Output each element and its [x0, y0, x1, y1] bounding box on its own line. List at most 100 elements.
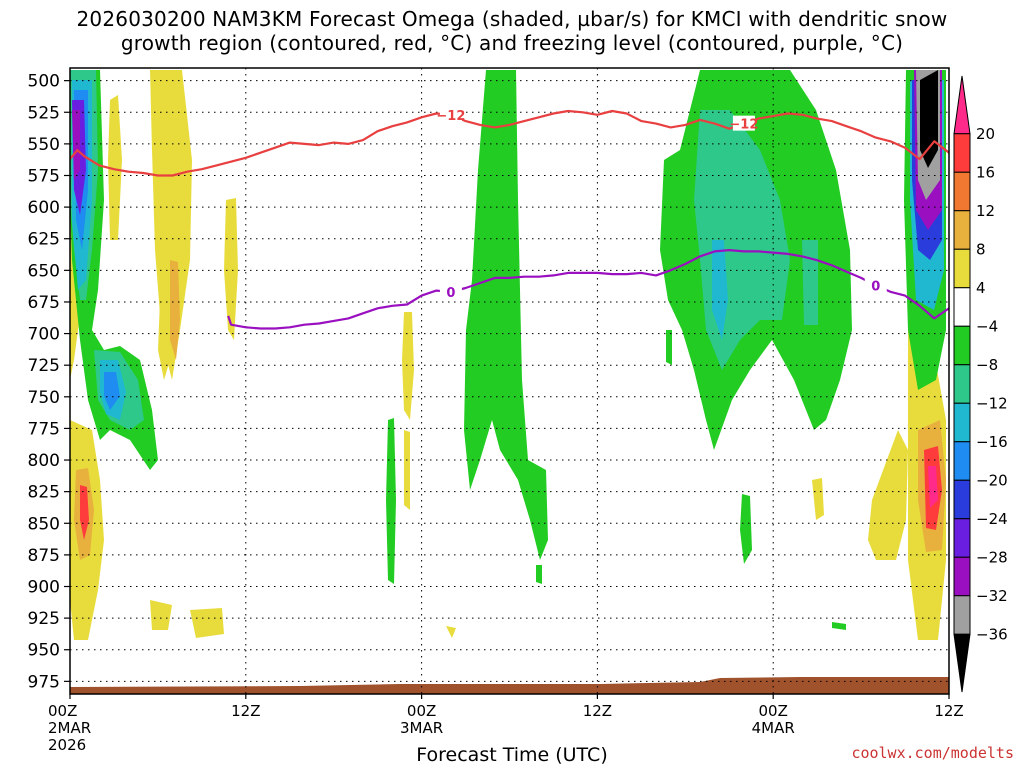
contour-label-bg — [864, 277, 887, 293]
colorbar-swatch — [953, 364, 971, 404]
colorbar-label: 12 — [976, 202, 995, 220]
colorbar-swatch — [953, 441, 971, 481]
y-tick-label: 750 — [28, 388, 60, 408]
colorbar-swatch — [953, 633, 971, 693]
omega-region — [446, 626, 456, 638]
colorbar-swatch — [953, 171, 971, 212]
omega-region — [712, 240, 728, 340]
contour-label-bg — [732, 115, 755, 131]
contour-label: −12 — [436, 109, 465, 124]
chart-title-line-1: 2026030200 NAM3KM Forecast Omega (shaded… — [76, 7, 948, 31]
colorbar-swatch — [953, 75, 971, 135]
contour-label: −12 — [729, 118, 758, 133]
colorbar-label: −8 — [976, 356, 998, 374]
omega-region — [190, 608, 224, 638]
colorbar-label: 8 — [976, 240, 986, 258]
omega-region — [158, 300, 170, 380]
omega-region — [402, 312, 414, 420]
omega-region — [224, 198, 238, 340]
y-tick-label: 850 — [28, 514, 60, 534]
colorbar: 20 16 12 8 4 −4 −8 −12 −16 −20 −24 −28 −32 −36 — [953, 75, 1008, 693]
colorbar-swatch — [953, 595, 971, 635]
omega-region — [72, 110, 80, 180]
colorbar-label: −12 — [976, 394, 1008, 412]
y-tick-label: 650 — [28, 261, 60, 281]
colorbar-label: −24 — [976, 510, 1008, 528]
y-tick-label: 575 — [28, 166, 60, 186]
y-tick-label: 950 — [28, 641, 60, 661]
colorbar-swatch — [953, 556, 971, 597]
colorbar-swatch — [953, 518, 971, 558]
y-tick-label: 625 — [28, 230, 60, 250]
contour-label: 0 — [446, 286, 455, 301]
y-tick-label: 825 — [28, 483, 60, 503]
x-tick-label: 2MAR — [48, 719, 91, 737]
colorbar-label: −28 — [976, 548, 1008, 566]
y-tick-label: 500 — [28, 72, 60, 92]
colorbar-swatch — [953, 287, 971, 327]
omega-region — [104, 372, 120, 410]
x-tick-label: 3MAR — [400, 719, 443, 737]
contour-dgz — [70, 109, 949, 177]
omega-region — [170, 260, 180, 360]
colorbar-label: −32 — [976, 587, 1008, 605]
omega-region — [536, 565, 542, 584]
omega-region — [108, 95, 122, 240]
contour-label: 0 — [871, 280, 880, 295]
omega-region — [928, 466, 938, 508]
terrain — [70, 677, 949, 694]
omega-region — [80, 485, 89, 540]
y-tick-label: 775 — [28, 419, 60, 439]
omega-region — [802, 240, 818, 325]
colorbar-swatch — [953, 325, 971, 366]
y-tick-label: 875 — [28, 546, 60, 566]
colorbar-label: 4 — [976, 279, 986, 297]
y-tick-label: 525 — [28, 103, 60, 123]
colorbar-label: −4 — [976, 317, 998, 335]
plot-frame — [69, 67, 950, 695]
x-tick-label: 2026 — [48, 736, 86, 754]
colorbar-swatch — [953, 402, 971, 443]
colorbar-label: 16 — [976, 163, 995, 181]
contour-label-bg — [439, 106, 462, 122]
y-tick-label: 900 — [28, 578, 60, 598]
contour-freezing-level — [227, 249, 949, 330]
y-tick-label: 725 — [28, 356, 60, 376]
omega-region — [920, 70, 938, 168]
colorbar-label: −36 — [976, 625, 1008, 643]
y-axis: 500 525 550 575 600 625 650 675 700 725 750 775 800 8… — [28, 72, 70, 692]
omega-region — [832, 622, 846, 630]
y-tick-label: 600 — [28, 198, 60, 218]
x-tick-label: 00Z — [48, 702, 77, 720]
y-tick-label: 550 — [28, 135, 60, 155]
x-tick-label: 12Z — [934, 702, 963, 720]
x-tick-label: 12Z — [231, 702, 260, 720]
omega-region — [386, 418, 396, 584]
omega-region — [404, 430, 410, 510]
x-tick-label: 4MAR — [752, 719, 795, 737]
y-tick-label: 925 — [28, 609, 60, 629]
omega-region — [150, 600, 172, 630]
credit-text: coolwx.com/modelts — [851, 744, 1014, 762]
colorbar-label: −20 — [976, 471, 1008, 489]
chart-title-line-2: growth region (contoured, red, °C) and f… — [120, 31, 904, 55]
contour-lines: −12 −12 0 0 — [70, 106, 949, 330]
x-axis-label: Forecast Time (UTC) — [416, 744, 608, 766]
y-tick-label: 975 — [28, 672, 60, 692]
omega-region — [812, 478, 824, 520]
y-tick-label: 800 — [28, 451, 60, 471]
colorbar-label: 20 — [976, 125, 995, 143]
omega-region — [740, 494, 752, 564]
omega-region — [666, 330, 672, 365]
x-tick-label: 00Z — [759, 702, 788, 720]
gridlines — [69, 68, 950, 694]
colorbar-swatch — [953, 248, 971, 289]
y-tick-label: 675 — [28, 293, 60, 313]
x-tick-label: 00Z — [407, 702, 436, 720]
colorbar-swatch — [953, 479, 971, 520]
colorbar-swatch — [953, 210, 971, 250]
contour-label-bg — [439, 283, 462, 299]
y-tick-label: 700 — [28, 325, 60, 345]
